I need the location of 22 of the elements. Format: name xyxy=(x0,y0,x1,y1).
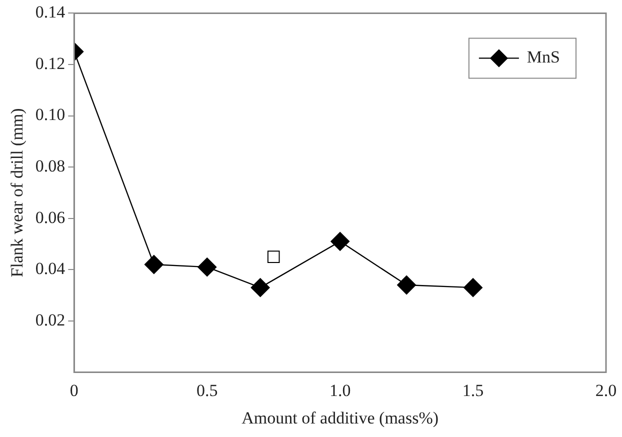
x-axis-title: Amount of additive (mass%) xyxy=(242,408,439,428)
point xyxy=(330,232,350,251)
point xyxy=(397,276,416,295)
y-tick-label: 0.04 xyxy=(35,259,66,278)
y-tick-label: 0.02 xyxy=(35,310,66,330)
y-axis-title: Flank wear of drill (mm) xyxy=(8,108,27,278)
point xyxy=(250,278,270,298)
point xyxy=(144,255,164,274)
x-tick-label: 0 xyxy=(70,380,78,400)
y-tick-label: 0.12 xyxy=(35,54,66,73)
y-tick-label: 0.08 xyxy=(35,156,66,176)
point xyxy=(267,250,280,263)
x-tick-label: 1.5 xyxy=(462,380,484,400)
point xyxy=(198,258,217,277)
y-tick-label: 0.14 xyxy=(35,2,66,22)
x-tick-label: 2.0 xyxy=(595,380,617,400)
x-tick-label: 1.0 xyxy=(329,380,351,400)
y-tick-label: 0.06 xyxy=(35,208,66,227)
legend-label: MnS xyxy=(526,48,560,67)
x-tick-label: 0.5 xyxy=(196,380,218,400)
point xyxy=(464,278,483,298)
y-tick-label: 0.10 xyxy=(35,105,66,124)
